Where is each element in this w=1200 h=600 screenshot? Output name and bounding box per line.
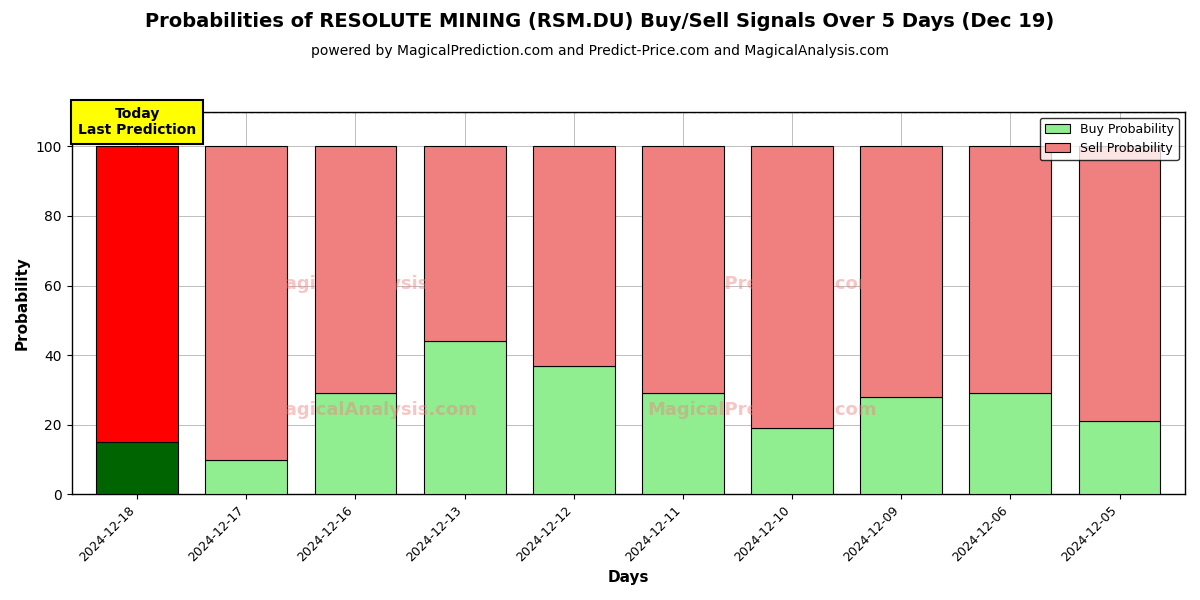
Bar [314,146,396,394]
Text: MagicalAnalysis.com: MagicalAnalysis.com [268,275,478,293]
Y-axis label: Probability: Probability [16,256,30,350]
Bar [96,442,178,494]
Bar [96,146,178,442]
Bar [1079,421,1160,494]
Text: MagicalPrediction.com: MagicalPrediction.com [647,275,877,293]
Bar [205,146,287,460]
X-axis label: Days: Days [607,570,649,585]
Legend: Buy Probability, Sell Probability: Buy Probability, Sell Probability [1040,118,1178,160]
Bar [533,365,614,494]
Text: MagicalAnalysis.com: MagicalAnalysis.com [268,401,478,419]
Bar [314,394,396,494]
Bar [1079,146,1160,421]
Text: Probabilities of RESOLUTE MINING (RSM.DU) Buy/Sell Signals Over 5 Days (Dec 19): Probabilities of RESOLUTE MINING (RSM.DU… [145,12,1055,31]
Bar [205,460,287,494]
Bar [642,394,724,494]
Bar [424,341,505,494]
Text: powered by MagicalPrediction.com and Predict-Price.com and MagicalAnalysis.com: powered by MagicalPrediction.com and Pre… [311,44,889,58]
Text: Today
Last Prediction: Today Last Prediction [78,107,197,137]
Bar [970,394,1051,494]
Text: MagicalPrediction.com: MagicalPrediction.com [647,401,877,419]
Bar [860,397,942,494]
Bar [970,146,1051,394]
Bar [424,146,505,341]
Bar [533,146,614,365]
Bar [642,146,724,394]
Bar [751,428,833,494]
Bar [751,146,833,428]
Bar [860,146,942,397]
